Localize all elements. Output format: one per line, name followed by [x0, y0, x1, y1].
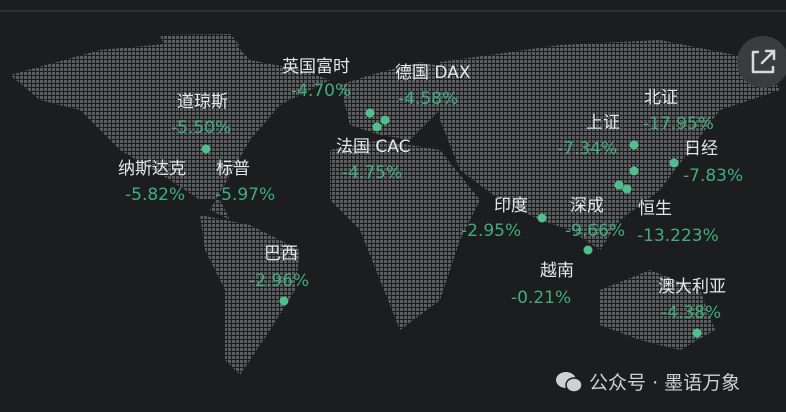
marker-beijing — [629, 140, 639, 150]
market-name: 法国 CAC — [336, 137, 411, 157]
market-change: -7.83% — [683, 166, 744, 186]
market-name: 英国富时 — [282, 57, 350, 77]
market-name: 上证 — [586, 113, 620, 133]
watermark-text: 公众号 · 墨语万象 — [589, 372, 741, 394]
market-name: 深成 — [570, 196, 604, 216]
marker-dax — [380, 115, 390, 125]
africa — [330, 140, 480, 330]
greenland — [160, 34, 240, 55]
market-markers — [201, 108, 702, 338]
market-name: 越南 — [540, 261, 574, 281]
market-change: -4.70% — [291, 81, 352, 101]
marker-shenzhen — [614, 180, 624, 190]
market-name: 标普 — [216, 159, 250, 179]
market-change: -2.95% — [461, 221, 522, 241]
market-change: -4.38% — [661, 303, 722, 323]
market-name: 纳斯达克 — [118, 159, 186, 179]
market-name: 澳大利亚 — [658, 277, 726, 297]
market-name: 德国 DAX — [395, 63, 471, 83]
marker-shanghai — [629, 166, 639, 176]
europe — [340, 62, 460, 140]
share-button[interactable] — [737, 36, 786, 88]
market-change: -4.58% — [398, 89, 459, 109]
marker-nikkei — [669, 158, 679, 168]
marker-india — [537, 213, 547, 223]
marker-cac — [372, 122, 382, 132]
market-change: -4.75% — [342, 163, 403, 183]
marker-hangseng — [622, 184, 632, 194]
market-name: 日经 — [684, 139, 718, 159]
asia — [440, 40, 780, 250]
marker-brazil — [279, 296, 289, 306]
marker-vietnam — [583, 245, 593, 255]
north-america — [10, 38, 330, 220]
market-change: -5.82% — [125, 185, 186, 205]
south-america — [200, 215, 300, 375]
market-name: 道琼斯 — [177, 92, 228, 112]
wechat-icon — [556, 372, 583, 393]
market-change: -13.223% — [637, 226, 719, 246]
market-change: -2.96% — [249, 271, 310, 291]
market-change: -5.97% — [215, 185, 276, 205]
market-name: 北证 — [644, 88, 678, 108]
market-change: -7.34% — [557, 139, 618, 159]
marker-australia — [692, 328, 702, 338]
market-change: -0.21% — [511, 288, 572, 308]
market-change: -9.66% — [565, 221, 626, 241]
marker-us — [201, 144, 211, 154]
market-change: -5.50% — [171, 118, 232, 138]
top-divider — [0, 10, 786, 12]
market-change: -17.95% — [643, 114, 714, 134]
australia — [600, 270, 715, 350]
market-name: 巴西 — [264, 244, 298, 264]
external-link-icon — [751, 49, 776, 74]
market-name: 印度 — [494, 196, 528, 216]
watermark: 公众号 · 墨语万象 — [555, 368, 740, 395]
market-name: 恒生 — [638, 199, 672, 219]
marker-ftse — [365, 108, 375, 118]
